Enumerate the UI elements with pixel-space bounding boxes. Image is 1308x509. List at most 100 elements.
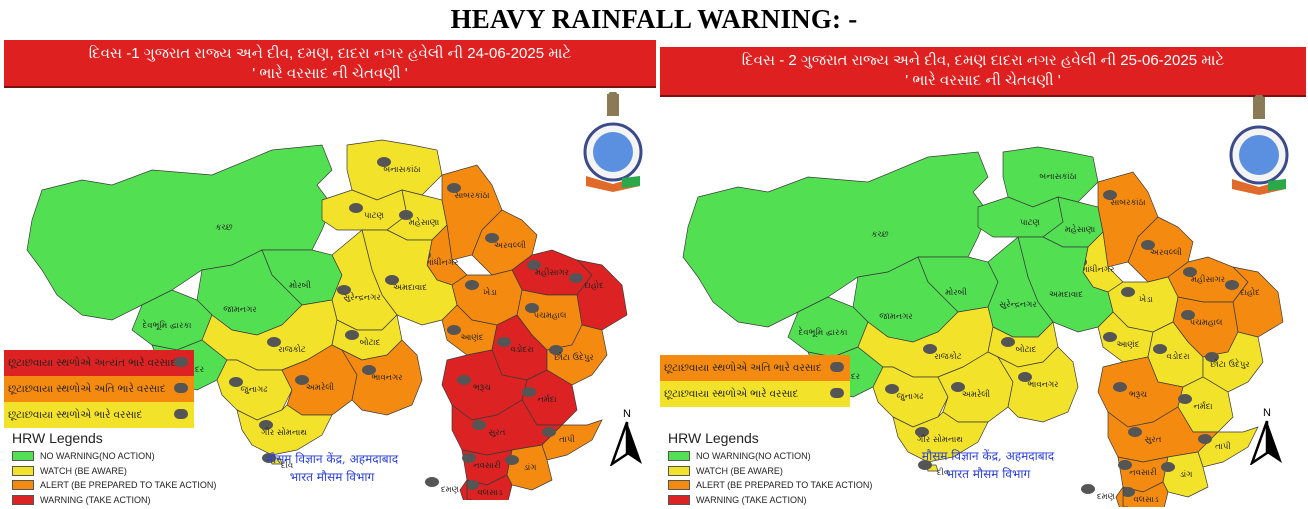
rain-cloud-icon [1161,462,1175,472]
district-shape [997,346,1079,423]
hrw-legend: HRW Legends NO WARNING(NO ACTION) WATCH (B… [668,430,872,507]
rain-cloud-icon [174,357,188,367]
district-shape [466,474,513,500]
district-bhavnagar: ભાવનગર [341,339,423,416]
district-label: પાટણ [364,211,385,221]
legend-swatch [12,494,34,505]
legend-label: ALERT (BE PREPARED TO TAKE ACTION) [40,480,217,491]
legend-item-warning: WARNING (TAKE ACTION) [668,493,872,508]
legend-item-alert: ALERT (BE PREPARED TO TAKE ACTION) [668,478,872,493]
district-panchmahal: પંચમહાલ [516,289,583,351]
district-chhota-udepur: છોટા ઉદેપુર [546,324,608,386]
banner-line1: દિવસ - 2 ગુજરાત રાજ્ય અને દીવ, દમણ દાદરા… [741,52,1225,69]
district-dang: ડાંગ [1161,451,1209,498]
district-surendranagar: સુરેન્દ્રનગર [331,229,398,331]
legend-label: NO WARNING(NO ACTION) [40,451,155,462]
district-valsad: વલસાડ [1121,481,1169,507]
rain-cloud-icon [885,384,899,394]
rain-cloud-icon [267,337,281,347]
district-label: સુરત [489,428,506,438]
imd-line1: मौसम विज्ञान केंद्र, अहमदाबाद [265,452,399,466]
rain-cloud-icon [362,365,376,375]
district-label: અરવલ્લી [1150,247,1183,258]
district-label: અમરેલી [306,381,335,393]
district-label: દાહોદ [584,279,604,291]
north-arrow-icon: N [609,408,644,471]
district-patan: પાટણ [321,189,408,231]
north-label: N [1263,407,1271,419]
rain-cloud-icon [447,325,461,335]
district-gir-somnath: ગીર સોમનાથ [892,411,989,463]
legend-swatch [668,465,690,476]
district-label: તાપી [559,434,575,445]
rain-key-label: છૂટાછવાયા સ્થળોએ ભારે વરસાદ [664,388,799,400]
district-chhota-udepur: છોટા ઉદેપુર [1202,331,1264,393]
rain-cloud-icon [527,260,541,270]
rain-cloud-icon [1103,332,1117,342]
district-kheda: ખેડા [451,269,523,326]
district-label: વલસાડ [1133,495,1159,505]
rain-cloud-icon [1118,460,1132,470]
rain-cloud-icon [425,477,439,487]
rain-cloud-icon [1121,287,1135,297]
north-label: N [623,408,631,420]
district-tapi: તાપી [1197,426,1259,468]
rain-cloud-icon [1121,487,1135,497]
district-label: નવસારી [1129,467,1157,478]
rain-key-label: છૂટાછવાયા સ્થળોએ અતિ ભારે વરસાદ [664,362,822,374]
day2-banner: દિવસ - 2 ગુજરાત રાજ્ય અને દીવ, દમણ દાદરા… [660,47,1306,97]
district-shape [1197,426,1259,468]
rain-cloud-icon [485,233,499,243]
legend-item-watch: WATCH (BE AWARE) [668,464,872,479]
banner-line2: ' ભારે વરસાદ ની ચેતવણી ' [252,65,408,82]
rain-cloud-icon [349,203,363,213]
district-label: દેવભૂમિ દ્વારકા [798,326,847,339]
rain-cloud-icon [465,480,479,490]
district-label: મહેસાણા [1065,223,1096,235]
district-shape [341,339,423,416]
district-label: છોટા ઉદેપુર [1210,358,1250,370]
district-banaskantha: બનાસકાંઠા [1002,146,1099,208]
district-label: વડોદરા [1166,350,1189,362]
rain-cloud-icon [1001,337,1015,347]
rain-cloud-icon [472,420,486,430]
district-shape [977,196,1064,238]
district-shape [236,404,333,456]
legend-item-no-warning: NO WARNING(NO ACTION) [668,449,872,464]
district-label: તાપી [1215,441,1231,452]
district-daman: દમણ [425,477,472,500]
district-kheda: ખેડા [1107,276,1179,333]
district-label: ગીર સોમનાથ [261,426,307,438]
legend-swatch [668,480,690,491]
rain-key-alert: છૂટાછવાયા સ્થળોએ અતિ ભારે વરસાદ [4,376,194,402]
district-devbhumi-dwarka: દેવભૂમિ દ્વારકા [787,296,869,358]
rain-cloud-icon [1153,344,1167,354]
district-label: અમદાવાદ [393,283,427,293]
rain-cloud-icon [923,344,937,354]
district-label: નર્મદા [1193,401,1212,412]
district-label: જામનગર [223,305,257,315]
rain-cloud-icon [174,383,188,393]
rain-cloud-icon [337,285,351,295]
district-diu: દીવ [918,460,950,478]
district-label: પાટણ [1020,218,1041,228]
rain-cloud-icon [918,460,932,470]
imd-emblem-icon [582,91,644,197]
legend-swatch [12,465,34,476]
page-title: HEAVY RAINFALL WARNING: - [450,4,858,34]
district-label: મોરબી [289,279,311,291]
district-morbi: મોરબી [261,249,343,306]
district-label: દીવ [281,460,294,471]
rain-cloud-icon [465,280,479,290]
rain-cloud-icon [1081,484,1095,494]
north-arrow-icon: N [1249,407,1284,470]
rain-cloud-icon [505,455,519,465]
rain-key-watch: છૂટાછવાયા સ્થળોએ ભારે વરસાદ [660,381,850,407]
district-banaskantha: બનાસકાંઠા [346,139,443,201]
gujarat-district-map: કચ્છ બનાસકાંઠા પાટણ મહેસાણા સાબરકાંઠા અરવલ્લી… [26,139,628,500]
district-label: જુનાગઢ [897,392,925,402]
rain-cloud-icon [951,382,965,392]
district-label: કચ્છ [215,223,233,233]
district-devbhumi-dwarka: દેવભૂમિ દ્વારકા [131,289,213,351]
district-diu: દીવ [262,453,294,471]
